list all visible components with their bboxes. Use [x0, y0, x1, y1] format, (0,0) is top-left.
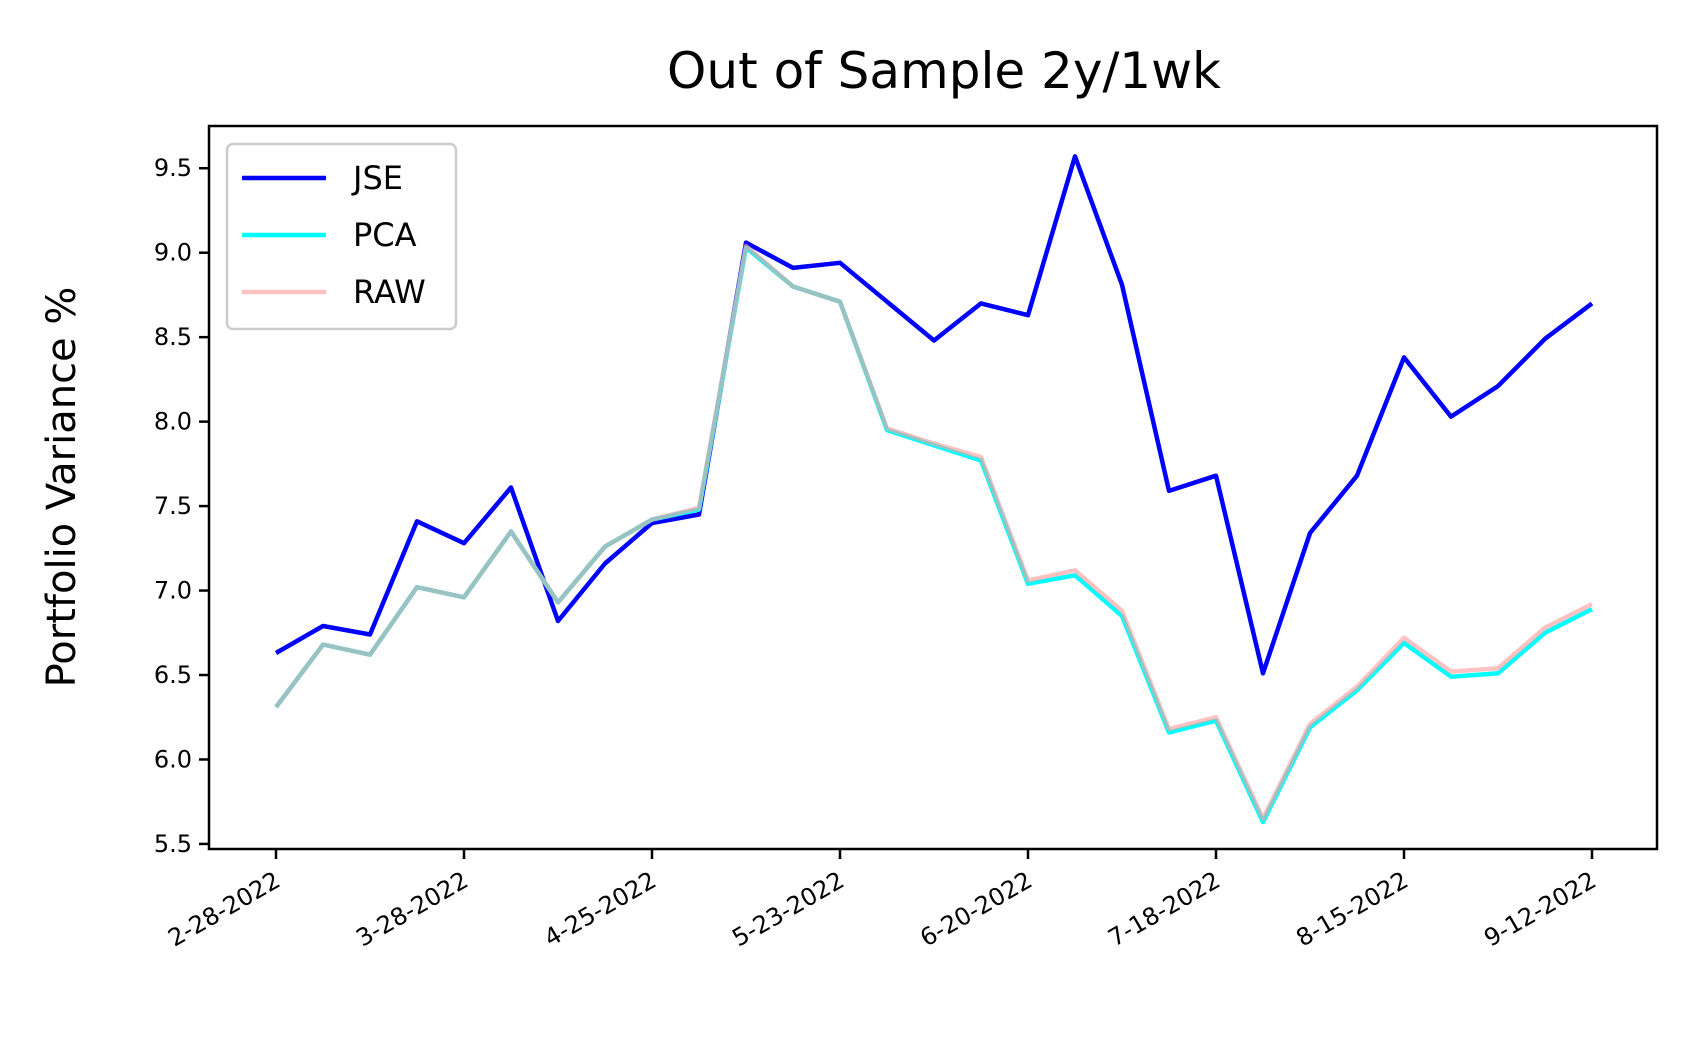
y-tick-label: 6.0	[154, 745, 192, 773]
x-tick-label: 4-25-2022	[539, 866, 661, 952]
chart-title: Out of Sample 2y/1wk	[667, 42, 1221, 100]
y-tick-label: 6.5	[154, 661, 192, 689]
y-axis-label: Portfolio Variance %	[39, 287, 85, 688]
y-axis-ticks: 5.5 6.0 6.5 7.0 7.5 8.0 8.5 9.0 9.5	[154, 154, 209, 858]
x-tick-label: 5-23-2022	[727, 866, 849, 952]
legend-label-jse: JSE	[351, 159, 403, 197]
plot-frame	[207, 124, 1659, 851]
series-line-raw	[274, 243, 1594, 821]
x-tick-label: 8-15-2022	[1291, 866, 1413, 952]
y-tick-label: 7.5	[154, 492, 192, 520]
x-tick-label: 2-28-2022	[163, 866, 285, 952]
x-tick-label: 9-12-2022	[1479, 866, 1601, 952]
y-tick-label: 8.5	[154, 323, 192, 351]
y-tick-label: 5.5	[154, 830, 192, 858]
legend-box	[225, 142, 458, 331]
series-line-jse	[274, 154, 1594, 676]
y-tick-label: 8.0	[154, 408, 192, 436]
legend: JSE PCA RAW	[225, 142, 458, 331]
legend-label-pca: PCA	[353, 216, 417, 254]
x-tick-label: 3-28-2022	[351, 866, 473, 952]
legend-label-raw: RAW	[353, 273, 426, 311]
x-tick-label: 7-18-2022	[1103, 866, 1225, 952]
y-tick-label: 9.5	[154, 154, 192, 182]
x-tick-label: 6-20-2022	[915, 866, 1037, 952]
y-tick-label: 9.0	[154, 239, 192, 267]
x-axis-ticks: 2-28-2022 3-28-2022 4-25-2022 5-23-2022 6-20…	[163, 849, 1601, 952]
plot-lines	[274, 154, 1594, 825]
y-tick-label: 7.0	[154, 577, 192, 605]
